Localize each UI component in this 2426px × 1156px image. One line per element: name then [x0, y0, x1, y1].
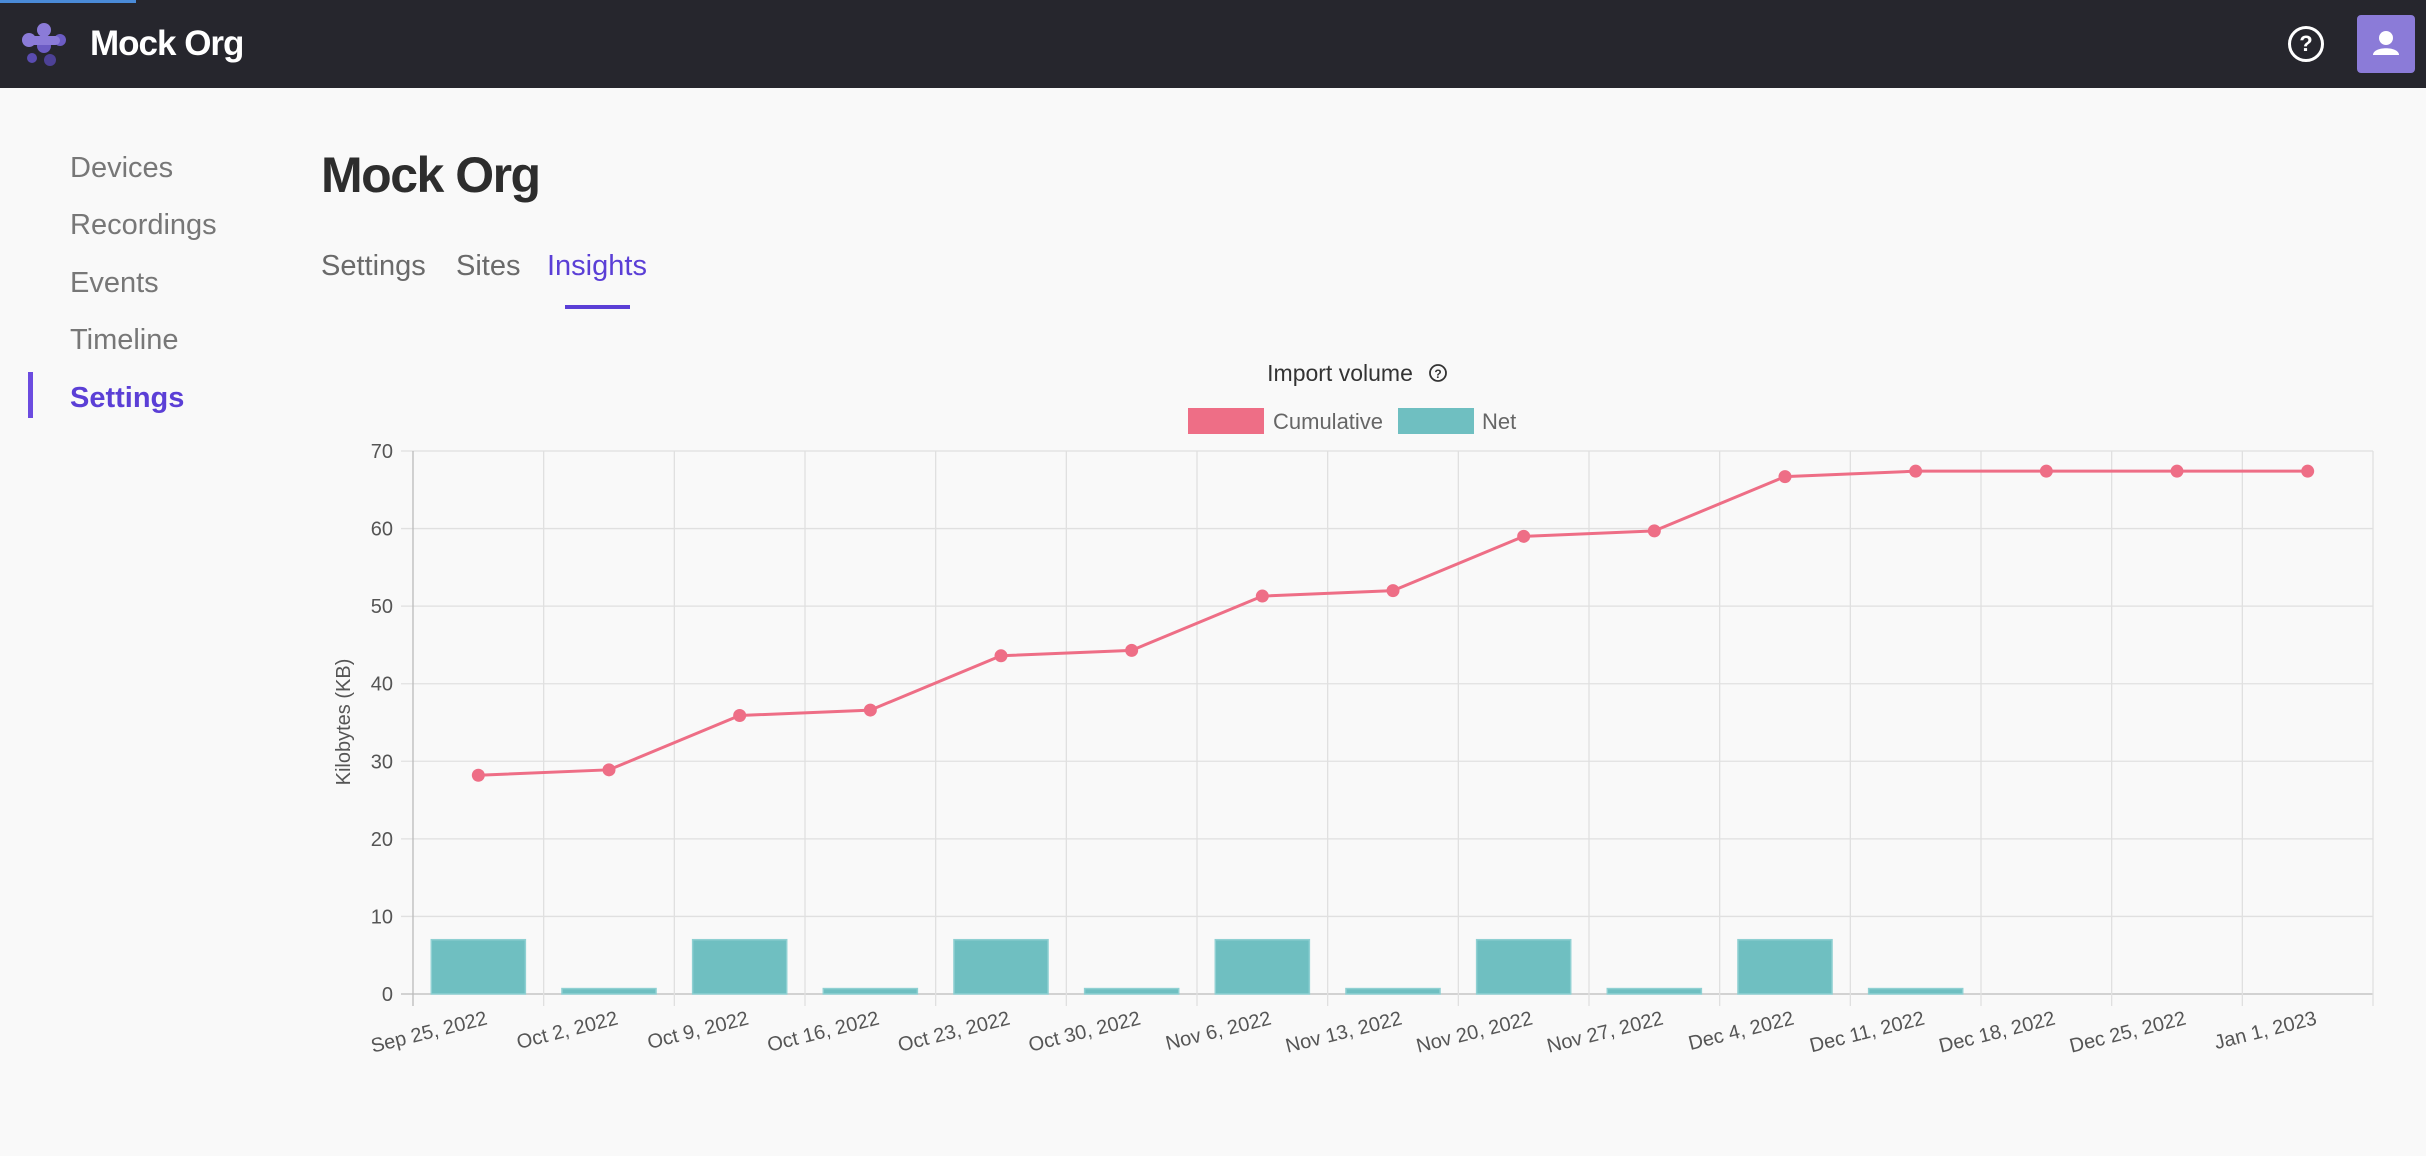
x-tick-label: Oct 23, 2022	[896, 1008, 1012, 1057]
x-tick-label: Oct 2, 2022	[515, 1008, 621, 1054]
cumulative-point[interactable]	[1125, 643, 1139, 657]
legend-swatch-net[interactable]	[1398, 408, 1474, 434]
org-logo-icon	[22, 23, 66, 66]
tab-insights[interactable]: Insights	[547, 250, 647, 282]
net-bar[interactable]	[1606, 987, 1703, 995]
x-tick-label: Dec 25, 2022	[2067, 1008, 2188, 1058]
x-tick-label: Jan 1, 2023	[2212, 1008, 2319, 1055]
cumulative-line	[478, 469, 2308, 777]
x-tick-label: Dec 18, 2022	[1937, 1008, 2058, 1058]
net-bar[interactable]	[1475, 938, 1572, 995]
x-tick-label: Dec 4, 2022	[1686, 1008, 1796, 1055]
x-tick-label: Dec 11, 2022	[1808, 1008, 1927, 1058]
x-tick-label: Oct 30, 2022	[1026, 1008, 1142, 1057]
x-tick-label: Nov 20, 2022	[1414, 1008, 1535, 1058]
legend-label-net[interactable]: Net	[1482, 409, 1516, 434]
cumulative-point[interactable]	[1255, 589, 1269, 603]
sidebar-active-indicator	[28, 372, 33, 418]
legend-swatch-cumulative[interactable]	[1188, 408, 1264, 434]
net-bar[interactable]	[953, 938, 1049, 995]
sidebar-item-events[interactable]: Events	[70, 267, 159, 299]
x-tick-label: Nov 13, 2022	[1283, 1008, 1404, 1058]
cumulative-point[interactable]	[1778, 470, 1792, 484]
cumulative-point[interactable]	[1647, 524, 1661, 538]
y-tick-label: 30	[371, 751, 393, 773]
user-icon	[2373, 31, 2399, 55]
x-tick-label: Nov 27, 2022	[1545, 1008, 1666, 1058]
question-circle-icon[interactable]: ?	[2288, 26, 2324, 62]
page-title: Mock Org	[321, 147, 541, 203]
net-bar[interactable]	[691, 938, 788, 995]
cumulative-point[interactable]	[2170, 464, 2184, 478]
top-navigation-bar: Mock Org ?	[0, 0, 2426, 88]
question-circle-icon[interactable]: ?	[1429, 364, 1447, 382]
sidebar-item-timeline[interactable]: Timeline	[70, 324, 179, 356]
cumulative-point[interactable]	[471, 768, 485, 782]
cumulative-point[interactable]	[1386, 584, 1400, 598]
avatar-button[interactable]	[2357, 15, 2415, 73]
x-tick-label: Oct 9, 2022	[645, 1008, 751, 1054]
cumulative-point[interactable]	[1517, 529, 1531, 543]
svg-text:?: ?	[1434, 367, 1441, 381]
net-bar[interactable]	[1345, 987, 1441, 995]
x-tick-label: Nov 6, 2022	[1164, 1008, 1274, 1055]
y-tick-label: 0	[382, 984, 393, 1006]
y-axis-label: Kilobytes (KB)	[333, 659, 355, 786]
net-bar[interactable]	[430, 938, 527, 995]
tab-settings[interactable]: Settings	[321, 250, 426, 282]
y-tick-label: 40	[371, 674, 393, 696]
y-tick-label: 10	[371, 906, 393, 928]
net-bar[interactable]	[1214, 938, 1311, 995]
y-tick-label: 50	[371, 596, 393, 618]
net-bar[interactable]	[822, 987, 919, 995]
cumulative-point[interactable]	[2301, 464, 2315, 478]
tab-sites[interactable]: Sites	[456, 250, 521, 282]
sidebar-item-devices[interactable]: Devices	[70, 152, 174, 184]
legend-label-cumulative[interactable]: Cumulative	[1273, 409, 1383, 434]
net-bar[interactable]	[1737, 938, 1833, 995]
y-tick-label: 70	[371, 441, 393, 463]
tab-active-underline	[565, 305, 630, 309]
net-bar[interactable]	[1083, 987, 1180, 995]
sidebar-item-settings[interactable]: Settings	[70, 382, 185, 414]
cumulative-point[interactable]	[1909, 464, 1923, 478]
net-bar[interactable]	[1867, 987, 1964, 995]
loading-progress-strip	[0, 0, 136, 3]
x-tick-label: Oct 16, 2022	[765, 1008, 881, 1057]
cumulative-point[interactable]	[602, 763, 616, 777]
cumulative-point[interactable]	[863, 703, 877, 717]
net-bar[interactable]	[561, 987, 657, 995]
y-tick-label: 60	[371, 519, 393, 541]
chart-title: Import volume	[1267, 360, 1413, 386]
cumulative-point[interactable]	[994, 649, 1008, 663]
cumulative-point[interactable]	[733, 709, 747, 723]
y-tick-label: 20	[371, 829, 393, 851]
x-tick-label: Sep 25, 2022	[369, 1008, 490, 1058]
sidebar-item-recordings[interactable]: Recordings	[70, 209, 217, 241]
org-name[interactable]: Mock Org	[90, 24, 244, 63]
cumulative-point[interactable]	[2039, 464, 2053, 478]
